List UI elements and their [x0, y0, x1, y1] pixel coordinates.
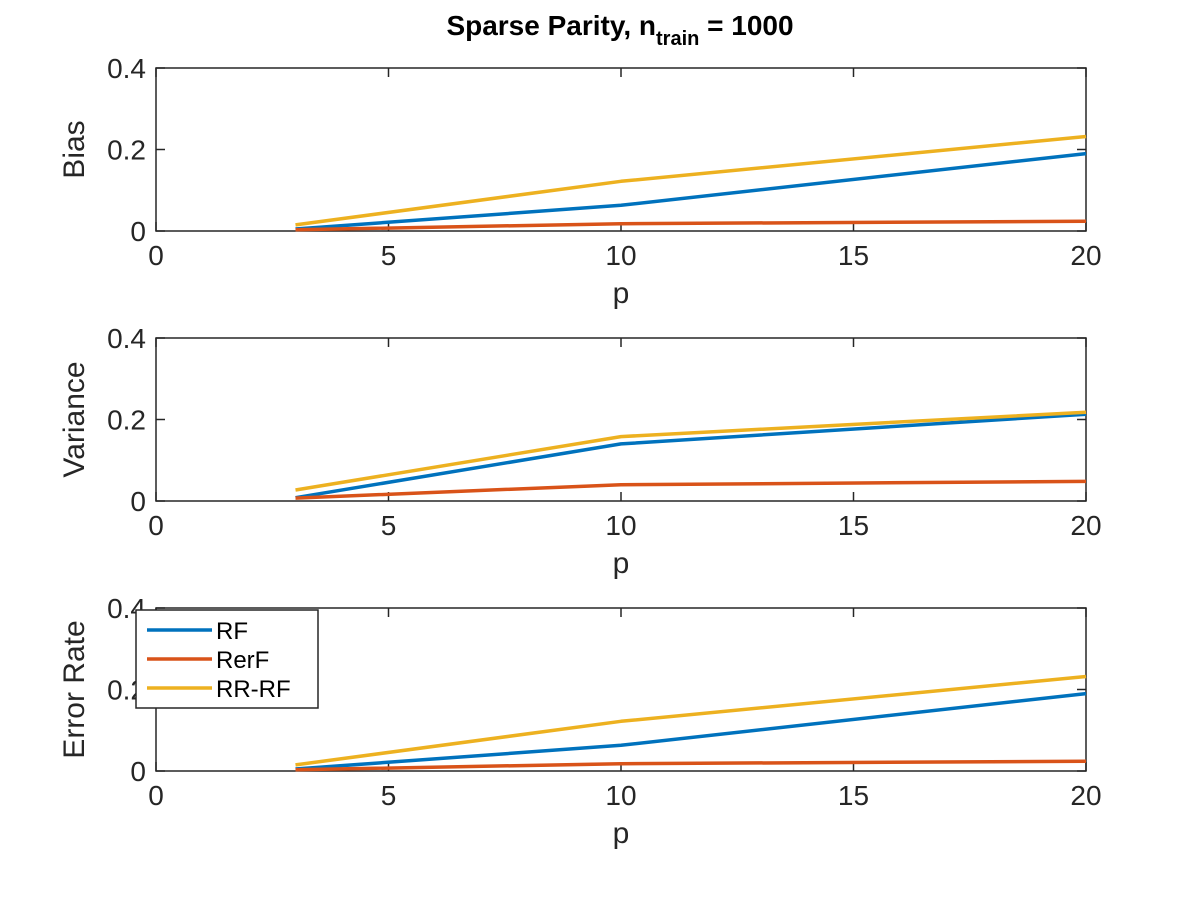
chart-title: Sparse Parity, ntrain = 1000	[446, 10, 793, 50]
legend-label-rf: RF	[216, 618, 248, 645]
x-tick-label: 0	[148, 240, 164, 271]
x-tick-label: 15	[838, 780, 869, 811]
x-axis-label: p	[613, 547, 630, 580]
x-axis-label: p	[613, 817, 630, 850]
x-tick-label: 10	[605, 240, 636, 271]
x-tick-label: 20	[1070, 780, 1101, 811]
y-tick-label: 0	[130, 216, 146, 247]
x-tick-label: 0	[148, 510, 164, 541]
x-tick-label: 0	[148, 780, 164, 811]
y-axis-label: Error Rate	[58, 620, 91, 758]
x-tick-label: 5	[381, 780, 397, 811]
chart-title-main: Sparse Parity, n	[446, 10, 656, 41]
x-tick-label: 20	[1070, 510, 1101, 541]
x-tick-label: 5	[381, 510, 397, 541]
chart-title-tail: = 1000	[699, 10, 793, 41]
series-line-rr-rf	[295, 674, 1087, 767]
x-tick-label: 10	[605, 780, 636, 811]
chart-title-subscript: train	[656, 28, 699, 50]
x-tick-label: 5	[381, 240, 397, 271]
y-axis-label: Variance	[58, 361, 91, 477]
x-tick-label: 10	[605, 510, 636, 541]
series-line-rerf	[295, 479, 1087, 500]
y-tick-label: 0	[130, 486, 146, 517]
legend-label-rr-rf: RR-RF	[216, 676, 291, 703]
panel-1: 0 5 10 15 20 0 0.2 0.4 p Bias	[58, 53, 1102, 310]
y-tick-label: 0	[130, 756, 146, 787]
legend-label-rerf: RerF	[216, 647, 269, 674]
series-line-rerf	[295, 759, 1087, 772]
x-tick-label: 15	[838, 240, 869, 271]
series-line-rf	[295, 151, 1087, 231]
y-tick-label: 0.4	[107, 53, 146, 84]
x-tick-label: 20	[1070, 240, 1101, 271]
series-line-rr-rf	[295, 410, 1087, 492]
panel-2: 0 5 10 15 20 0 0.2 0.4 p Variance	[58, 323, 1102, 580]
series-line-rf	[295, 412, 1087, 500]
series-line-rf	[295, 691, 1087, 771]
y-tick-label: 0.2	[107, 405, 146, 436]
x-axis-label: p	[613, 277, 630, 310]
y-tick-label: 0.4	[107, 323, 146, 354]
series-line-rerf	[295, 219, 1087, 232]
series-line-rr-rf	[295, 134, 1087, 227]
panels: 0 5 10 15 20 0 0.2 0.4 p Bias 0 5 10 15 20 0 0.2 0.4 p Vari…	[58, 53, 1102, 850]
y-tick-label: 0.2	[107, 135, 146, 166]
x-tick-label: 15	[838, 510, 869, 541]
y-axis-label: Bias	[58, 120, 91, 178]
